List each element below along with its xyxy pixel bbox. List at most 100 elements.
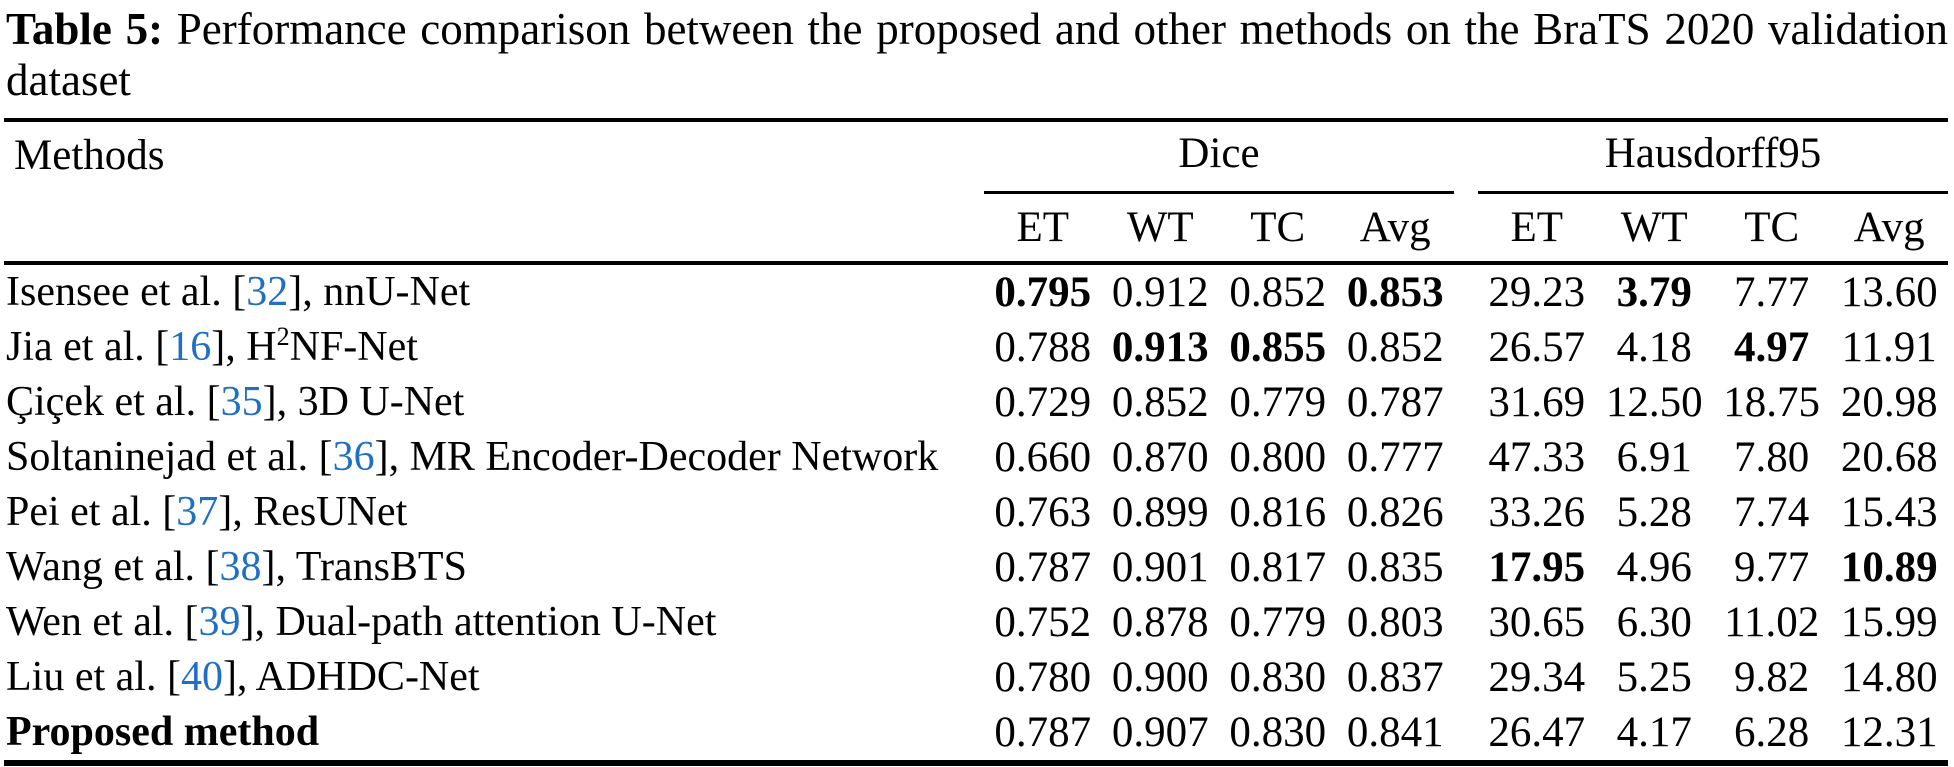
hd-value-cell: 18.75 (1723, 378, 1821, 426)
hd-value-cell: 9.77 (1734, 543, 1810, 591)
dice-value-cell: 0.803 (1346, 598, 1444, 646)
dice-value-cell: 0.780 (994, 653, 1092, 701)
method-name-text: Isensee et al. [ (6, 269, 247, 316)
dice-value-cell: 0.752 (994, 598, 1092, 646)
method-name-text: Soltaninejad et al. [ (6, 434, 333, 481)
table-body: Isensee et al. [32], nnU-Net 0.795 0.912 0.… (4, 263, 1948, 766)
group-spacer (1454, 595, 1478, 650)
dice-value-cell: 0.900 (1111, 653, 1209, 701)
citation-link[interactable]: 32 (246, 269, 289, 316)
subheader-dice-avg: Avg (1336, 192, 1454, 265)
table-row: Çiçek et al. [35], 3D U-Net 0.729 0.852 0.7… (4, 375, 1948, 430)
dice-value-cell: 0.907 (1101, 704, 1219, 766)
method-name-text: ], nnU-Net (288, 269, 471, 316)
dice-value-cell: 0.826 (1346, 488, 1444, 536)
dice-value-cell: 0.830 (1219, 704, 1337, 766)
method-name-text: Wang et al. [ (6, 544, 220, 591)
citation-link[interactable]: 38 (219, 544, 262, 591)
dice-value-cell: 0.870 (1111, 433, 1209, 481)
subheader-dice-et: ET (984, 192, 1102, 265)
dice-value-cell: 0.660 (994, 433, 1092, 481)
hd-value-cell: 29.34 (1488, 653, 1586, 701)
hd-value-cell: 29.23 (1488, 268, 1586, 316)
table-row: Isensee et al. [32], nnU-Net 0.795 0.912 0.… (4, 263, 1948, 320)
hd-value-cell: 14.80 (1840, 653, 1938, 701)
dice-value-cell: 0.901 (1111, 543, 1209, 591)
citation-link[interactable]: 37 (176, 489, 219, 536)
hd-value-cell: 7.80 (1734, 433, 1810, 481)
method-cell: Wen et al. [39], Dual-path attention U-N… (4, 595, 984, 650)
citation-link[interactable]: 40 (180, 654, 223, 701)
superscript-text: 2 (276, 322, 290, 352)
hd-value-cell: 26.47 (1477, 704, 1596, 766)
hd-value-cell: 11.02 (1724, 598, 1820, 646)
hd-value-cell: 33.26 (1488, 488, 1586, 536)
dice-value-cell: 0.787 (994, 543, 1092, 591)
dice-value-cell: 0.800 (1229, 433, 1327, 481)
hd-value-cell: 12.50 (1605, 378, 1703, 426)
method-name-text: ], 3D U-Net (262, 379, 465, 426)
dice-value-cell: 0.830 (1229, 653, 1327, 701)
hd-value-cell: 4.96 (1616, 543, 1692, 591)
hd-value-cell: 15.43 (1840, 488, 1938, 536)
table-caption-text: Performance comparison between the propo… (6, 4, 1948, 105)
hd-value-cell: 4.97 (1734, 323, 1810, 371)
dice-value-cell: 0.899 (1111, 488, 1209, 536)
method-cell: Wang et al. [38], TransBTS (4, 540, 984, 595)
hd-value-cell: 6.30 (1616, 598, 1692, 646)
method-name-text: ], Dual-path attention U-Net (240, 599, 717, 646)
method-cell: Isensee et al. [32], nnU-Net (4, 263, 984, 320)
dice-value-cell: 0.795 (994, 268, 1092, 316)
citation-link[interactable]: 35 (220, 379, 263, 426)
method-name-text: NF-Net (289, 324, 418, 371)
table-row: Proposed method 0.787 0.907 0.830 0.841 26.47… (4, 704, 1948, 766)
table-row: Jia et al. [16], H2NF-Net 0.788 0.913 0.855… (4, 320, 1948, 375)
hd-value-cell: 6.28 (1712, 704, 1831, 766)
citation-link[interactable]: 36 (332, 434, 375, 481)
table-caption-label: Table 5: (6, 4, 164, 54)
dice-value-cell: 0.853 (1346, 268, 1444, 316)
dice-value-cell: 0.852 (1346, 323, 1444, 371)
group-spacer (1454, 263, 1478, 320)
group-spacer (1454, 430, 1478, 485)
group-spacer (1453, 704, 1478, 766)
subheader-hd-tc: TC (1712, 192, 1831, 265)
method-cell: Jia et al. [16], H2NF-Net (4, 320, 984, 375)
citation-link[interactable]: 16 (169, 324, 212, 371)
hd-value-cell: 7.74 (1734, 488, 1810, 536)
hd-value-cell: 7.77 (1734, 268, 1810, 316)
method-name-text: ], H (211, 324, 277, 371)
group-header-hausdorff95: Hausdorff95 (1477, 117, 1948, 194)
hd-value-cell: 9.82 (1734, 653, 1810, 701)
method-name-text: ], TransBTS (261, 544, 467, 591)
subheader-dice-tc: TC (1219, 192, 1337, 265)
hd-value-cell: 26.57 (1488, 323, 1586, 371)
method-cell: Liu et al. [40], ADHDC-Net (4, 650, 984, 705)
table-row: Wang et al. [38], TransBTS 0.787 0.901 0.81… (4, 540, 1948, 595)
column-header-methods: Methods (4, 117, 985, 265)
dice-value-cell: 0.913 (1111, 323, 1209, 371)
subheader-dice-wt: WT (1101, 192, 1219, 265)
hd-value-cell: 10.89 (1840, 543, 1938, 591)
group-spacer (1454, 650, 1478, 705)
dice-value-cell: 0.852 (1111, 378, 1209, 426)
hd-value-cell: 13.60 (1840, 268, 1938, 316)
hd-value-cell: 20.68 (1840, 433, 1938, 481)
table-row: Pei et al. [37], ResUNet 0.763 0.899 0.816 0… (4, 485, 1948, 540)
method-name-text: Pei et al. [ (6, 489, 177, 536)
hd-value-cell: 11.91 (1841, 323, 1937, 371)
hd-value-cell: 5.25 (1616, 653, 1692, 701)
hd-value-cell: 5.28 (1616, 488, 1692, 536)
group-header-row: Methods Dice Hausdorff95 (4, 117, 1948, 265)
method-name-text: Jia et al. [ (6, 324, 170, 371)
dice-value-cell: 0.777 (1346, 433, 1444, 481)
table-row: Wen et al. [39], Dual-path attention U-N… (4, 595, 1948, 650)
hd-value-cell: 31.69 (1488, 378, 1586, 426)
hd-value-cell: 4.18 (1616, 323, 1692, 371)
hd-value-cell: 4.17 (1595, 704, 1713, 766)
dice-value-cell: 0.779 (1229, 598, 1327, 646)
citation-link[interactable]: 39 (198, 599, 241, 646)
subheader-row: ET WT TC Avg ET WT TC Avg (4, 192, 1948, 265)
group-spacer (1453, 117, 1478, 265)
